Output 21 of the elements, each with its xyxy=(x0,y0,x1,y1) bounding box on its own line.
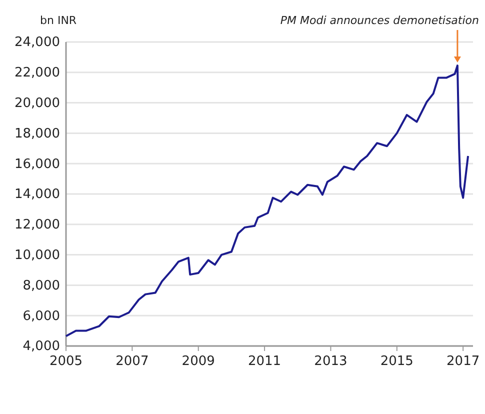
line-series xyxy=(65,64,470,338)
y-tick-label: 10,000 xyxy=(14,248,60,263)
y-tick-label: 20,000 xyxy=(14,96,60,111)
x-tick-label: 2009 xyxy=(182,354,215,370)
y-tick-label: 6,000 xyxy=(22,308,60,324)
y-tick-label: 18,000 xyxy=(14,126,60,142)
x-tick-label: 2017 xyxy=(446,354,480,370)
y-tick-label: 14,000 xyxy=(14,187,60,202)
y-tick-label: 24,000 xyxy=(14,35,60,50)
x-tick-label: 2015 xyxy=(380,354,414,370)
y-axis-title: bn INR xyxy=(40,14,77,27)
y-tick-label: 4,000 xyxy=(22,339,60,354)
x-tick-label: 2007 xyxy=(116,354,149,370)
y-tick-label: 8,000 xyxy=(22,278,60,294)
x-tick-label: 2011 xyxy=(248,354,282,370)
x-tick-label: 2013 xyxy=(314,354,348,370)
x-tick-label: 2005 xyxy=(49,354,83,370)
y-tick-label: 16,000 xyxy=(14,156,60,172)
y-tick-label: 22,000 xyxy=(14,66,60,81)
y-tick-label: 12,000 xyxy=(14,218,60,233)
annotation: PM Modi announces demonetisation xyxy=(280,14,480,27)
